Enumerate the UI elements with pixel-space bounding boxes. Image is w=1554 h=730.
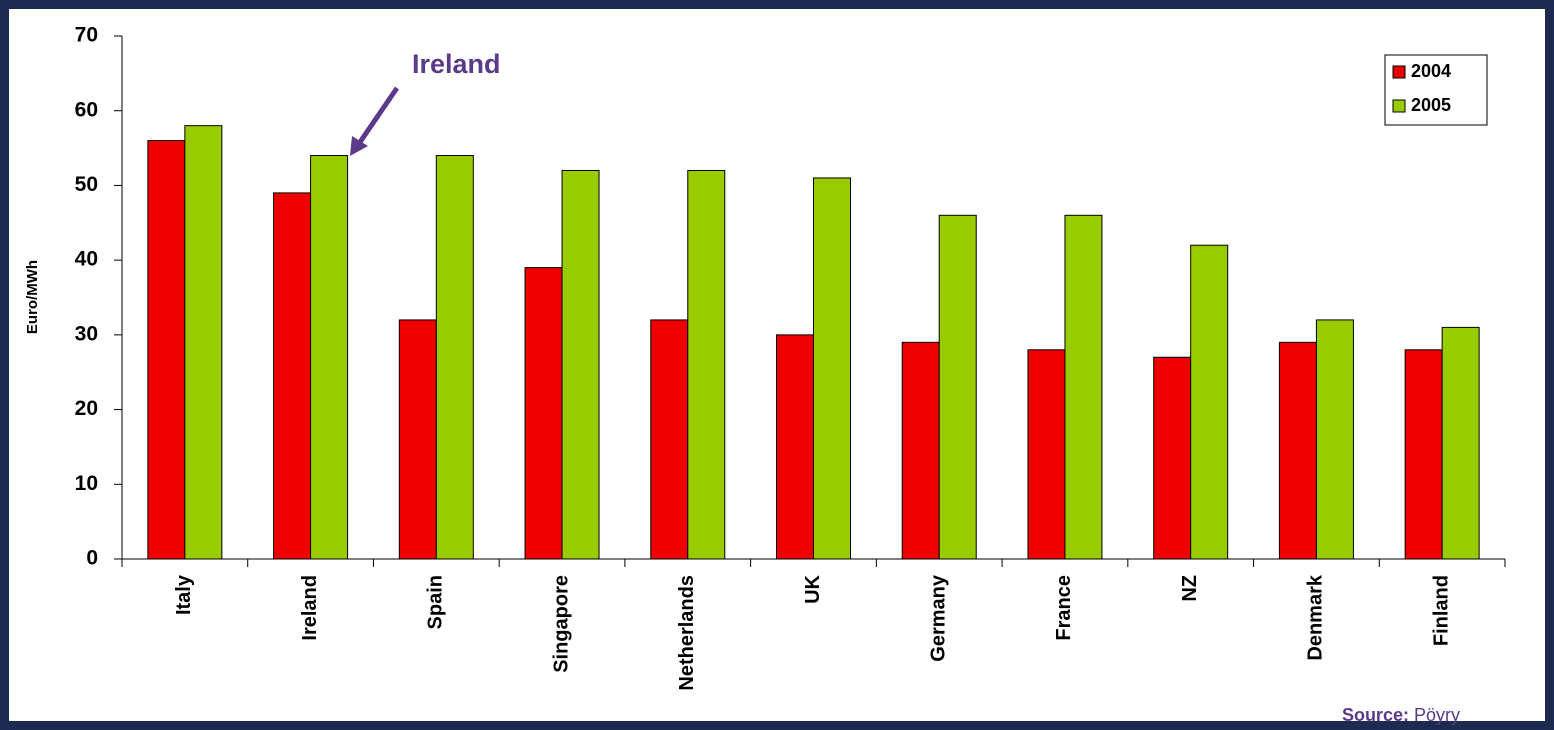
x-tick-label: Singapore <box>550 575 572 673</box>
x-tick-label: Finland <box>1430 575 1452 646</box>
y-tick-label: 30 <box>75 322 98 345</box>
y-tick-label: 0 <box>86 547 98 570</box>
bar <box>398 319 437 560</box>
y-tick-label: 70 <box>75 24 98 47</box>
legend-swatch <box>1392 99 1406 113</box>
x-tick-label: France <box>1053 575 1075 641</box>
source-text: Source: Pöyry <box>1342 705 1460 725</box>
x-tick-label: Italy <box>173 574 195 615</box>
x-tick-label: Germany <box>928 574 950 662</box>
bar <box>813 177 851 560</box>
x-tick-label: Ireland <box>299 575 321 641</box>
y-tick-label: 20 <box>75 397 98 420</box>
legend-label: 2004 <box>1411 61 1451 81</box>
source-label: Source: <box>1342 705 1409 725</box>
bar <box>1278 341 1317 560</box>
bar <box>1315 319 1354 560</box>
y-tick-label: 60 <box>75 98 98 121</box>
bar <box>1064 214 1103 560</box>
bar <box>687 169 726 560</box>
bar <box>561 169 600 560</box>
bar <box>776 334 814 560</box>
bar <box>1153 356 1192 560</box>
bar <box>524 267 563 560</box>
bar <box>184 125 223 560</box>
x-tick-label: Netherlands <box>676 575 698 691</box>
bar <box>147 140 186 560</box>
bar <box>938 214 977 560</box>
annotation-arrowhead <box>350 136 368 156</box>
legend-swatch <box>1392 65 1406 79</box>
bar <box>650 319 689 560</box>
bar <box>435 155 474 560</box>
y-tick-label: 10 <box>75 472 98 495</box>
bar <box>273 192 312 560</box>
x-tick-label: UK <box>802 574 824 603</box>
bar <box>1441 326 1480 560</box>
y-tick-label: 50 <box>75 173 98 196</box>
x-tick-label: Denmark <box>1305 574 1327 660</box>
y-tick-label: 40 <box>75 248 98 271</box>
legend-label: 2005 <box>1411 95 1451 115</box>
x-tick-label: NZ <box>1179 575 1201 602</box>
bar <box>1404 349 1443 560</box>
annotation: Ireland <box>412 49 501 79</box>
x-tick-label: Spain <box>425 575 447 629</box>
bar <box>310 155 349 560</box>
bar <box>1027 349 1066 560</box>
annotation-arrow <box>355 86 400 147</box>
source-name: Pöyry <box>1414 705 1460 725</box>
y-axis-label: Euro/MWh <box>24 260 41 334</box>
bar <box>901 341 940 560</box>
bar <box>1190 244 1229 560</box>
